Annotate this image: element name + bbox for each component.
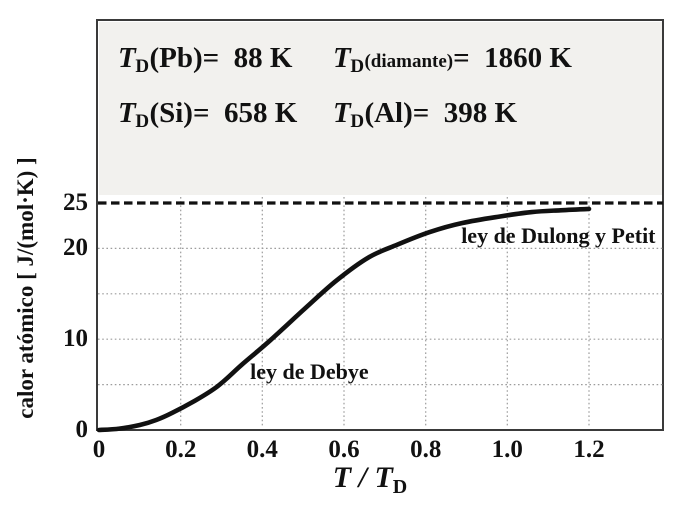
x-tick-label: 0.4 xyxy=(246,436,278,463)
temp-symbol: T xyxy=(118,42,136,74)
x-title-separator: / xyxy=(351,461,375,494)
x-axis-title: T / TD xyxy=(260,459,480,500)
debye-temp-si: TD(Si)= 658 K xyxy=(118,95,297,135)
debye-temp-diamante: TD(diamante)= 1860 K xyxy=(333,40,572,80)
temp-symbol: T xyxy=(118,97,136,129)
debye-temp-pb: TD(Pb)= 88 K xyxy=(118,40,292,80)
temp-subscript: D xyxy=(135,56,150,78)
label-ley-de-debye: ley de Debye xyxy=(250,358,369,384)
temp-value: = 1860 K xyxy=(453,42,572,74)
temp-symbol: T xyxy=(333,42,351,74)
temp-material: (diamante) xyxy=(364,51,454,72)
y-axis-title: calor atómico [ J/(mol·K) ] xyxy=(13,157,38,419)
temp-value: (Al)= 398 K xyxy=(364,97,518,129)
x-title-T2: T xyxy=(374,461,393,494)
x-tick-label: 0.8 xyxy=(410,436,442,463)
temp-symbol: T xyxy=(333,97,351,129)
debye-temperatures-box: TD(Pb)= 88 K TD(diamante)= 1860 K TD(Si)… xyxy=(99,22,662,195)
y-tick-label: 0 xyxy=(75,416,89,443)
y-tick-label: 25 xyxy=(63,189,88,216)
x-tick-label: 0 xyxy=(92,436,106,463)
label-ley-de-dulong-y-petit: ley de Dulong y Petit xyxy=(461,222,656,248)
temp-value: (Pb)= 88 K xyxy=(149,42,293,74)
temp-subscript: D xyxy=(350,56,365,78)
x-tick-label: 0.2 xyxy=(165,436,197,463)
x-tick-label: 0.6 xyxy=(328,436,360,463)
y-tick-label: 10 xyxy=(63,325,88,353)
temp-subscript: D xyxy=(350,111,365,133)
debye-temp-al: TD(Al)= 398 K xyxy=(333,95,517,135)
x-tick-label: 1.2 xyxy=(573,436,605,463)
y-tick-label: 20 xyxy=(63,234,88,262)
x-title-T: T xyxy=(332,461,352,494)
x-title-subscript: D xyxy=(392,476,408,498)
x-tick-label: 1.0 xyxy=(491,436,523,463)
temp-subscript: D xyxy=(135,111,150,133)
temp-value: (Si)= 658 K xyxy=(149,97,298,129)
